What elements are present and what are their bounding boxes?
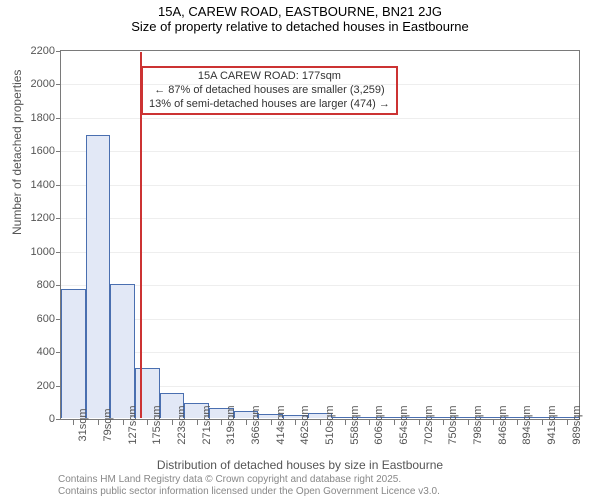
ytick-label: 2200 bbox=[31, 45, 55, 57]
xtick-mark bbox=[567, 420, 568, 425]
annotation-line-2: ← 87% of detached houses are smaller (3,… bbox=[149, 84, 390, 98]
ytick-label: 1400 bbox=[31, 179, 55, 191]
gridline bbox=[61, 352, 579, 353]
xtick-mark bbox=[73, 420, 74, 425]
ytick-mark bbox=[56, 185, 61, 186]
xtick-mark bbox=[394, 420, 395, 425]
chart-titles: 15A, CAREW ROAD, EASTBOURNE, BN21 2JG Si… bbox=[0, 0, 600, 34]
ytick-mark bbox=[56, 252, 61, 253]
xtick-label: 894sqm bbox=[521, 405, 533, 444]
y-axis-title: Number of detached properties bbox=[10, 70, 24, 235]
gridline bbox=[61, 218, 579, 219]
xtick-mark bbox=[98, 420, 99, 425]
plot-wrap: 0200400600800100012001400160018002000220… bbox=[60, 50, 580, 420]
ytick-label: 1600 bbox=[31, 145, 55, 157]
bar bbox=[86, 135, 111, 418]
ytick-label: 1200 bbox=[31, 212, 55, 224]
plot-area: 0200400600800100012001400160018002000220… bbox=[60, 50, 580, 420]
xtick-label: 702sqm bbox=[423, 405, 435, 444]
xtick-label: 798sqm bbox=[472, 405, 484, 444]
ytick-mark bbox=[56, 51, 61, 52]
xtick-label: 750sqm bbox=[447, 405, 459, 444]
bar bbox=[61, 289, 86, 418]
gridline bbox=[61, 319, 579, 320]
annotation-box: 15A CAREW ROAD: 177sqm← 87% of detached … bbox=[141, 66, 398, 115]
xtick-mark bbox=[172, 420, 173, 425]
bar bbox=[110, 284, 135, 418]
xtick-label: 510sqm bbox=[324, 405, 336, 444]
annotation-line-1: 15A CAREW ROAD: 177sqm bbox=[149, 70, 390, 84]
xtick-label: 941sqm bbox=[546, 405, 558, 444]
chart-title-main: 15A, CAREW ROAD, EASTBOURNE, BN21 2JG bbox=[0, 4, 600, 19]
ytick-label: 600 bbox=[37, 313, 55, 325]
ytick-label: 0 bbox=[49, 413, 55, 425]
xtick-label: 654sqm bbox=[398, 405, 410, 444]
xtick-mark bbox=[542, 420, 543, 425]
ytick-label: 200 bbox=[37, 380, 55, 392]
xtick-label: 846sqm bbox=[497, 405, 509, 444]
xtick-mark bbox=[147, 420, 148, 425]
ytick-mark bbox=[56, 419, 61, 420]
xtick-label: 414sqm bbox=[275, 405, 287, 444]
gridline bbox=[61, 151, 579, 152]
ytick-mark bbox=[56, 84, 61, 85]
xtick-mark bbox=[295, 420, 296, 425]
ytick-label: 400 bbox=[37, 346, 55, 358]
ytick-label: 1800 bbox=[31, 112, 55, 124]
ytick-label: 2000 bbox=[31, 78, 55, 90]
ytick-label: 800 bbox=[37, 279, 55, 291]
ytick-mark bbox=[56, 118, 61, 119]
gridline bbox=[61, 118, 579, 119]
xtick-mark bbox=[443, 420, 444, 425]
xtick-label: 366sqm bbox=[250, 405, 262, 444]
gridline bbox=[61, 285, 579, 286]
xtick-mark bbox=[246, 420, 247, 425]
xtick-mark bbox=[197, 420, 198, 425]
xtick-mark bbox=[320, 420, 321, 425]
xtick-mark bbox=[221, 420, 222, 425]
chart-title-sub: Size of property relative to detached ho… bbox=[0, 19, 600, 34]
footer-line-2: Contains public sector information licen… bbox=[58, 486, 440, 498]
xtick-label: 462sqm bbox=[299, 405, 311, 444]
xtick-mark bbox=[468, 420, 469, 425]
ytick-mark bbox=[56, 285, 61, 286]
chart-footer: Contains HM Land Registry data © Crown c… bbox=[58, 474, 440, 498]
annotation-line-3: 13% of semi-detached houses are larger (… bbox=[149, 98, 390, 112]
xtick-mark bbox=[271, 420, 272, 425]
xtick-mark bbox=[517, 420, 518, 425]
gridline bbox=[61, 185, 579, 186]
xtick-mark bbox=[369, 420, 370, 425]
xtick-label: 989sqm bbox=[571, 405, 583, 444]
xtick-label: 606sqm bbox=[373, 405, 385, 444]
x-axis-title: Distribution of detached houses by size … bbox=[0, 458, 600, 472]
ytick-mark bbox=[56, 218, 61, 219]
xtick-label: 558sqm bbox=[349, 405, 361, 444]
gridline bbox=[61, 252, 579, 253]
xtick-mark bbox=[345, 420, 346, 425]
xtick-mark bbox=[493, 420, 494, 425]
xtick-mark bbox=[123, 420, 124, 425]
xtick-mark bbox=[419, 420, 420, 425]
ytick-mark bbox=[56, 151, 61, 152]
ytick-label: 1000 bbox=[31, 246, 55, 258]
footer-line-1: Contains HM Land Registry data © Crown c… bbox=[58, 474, 440, 486]
